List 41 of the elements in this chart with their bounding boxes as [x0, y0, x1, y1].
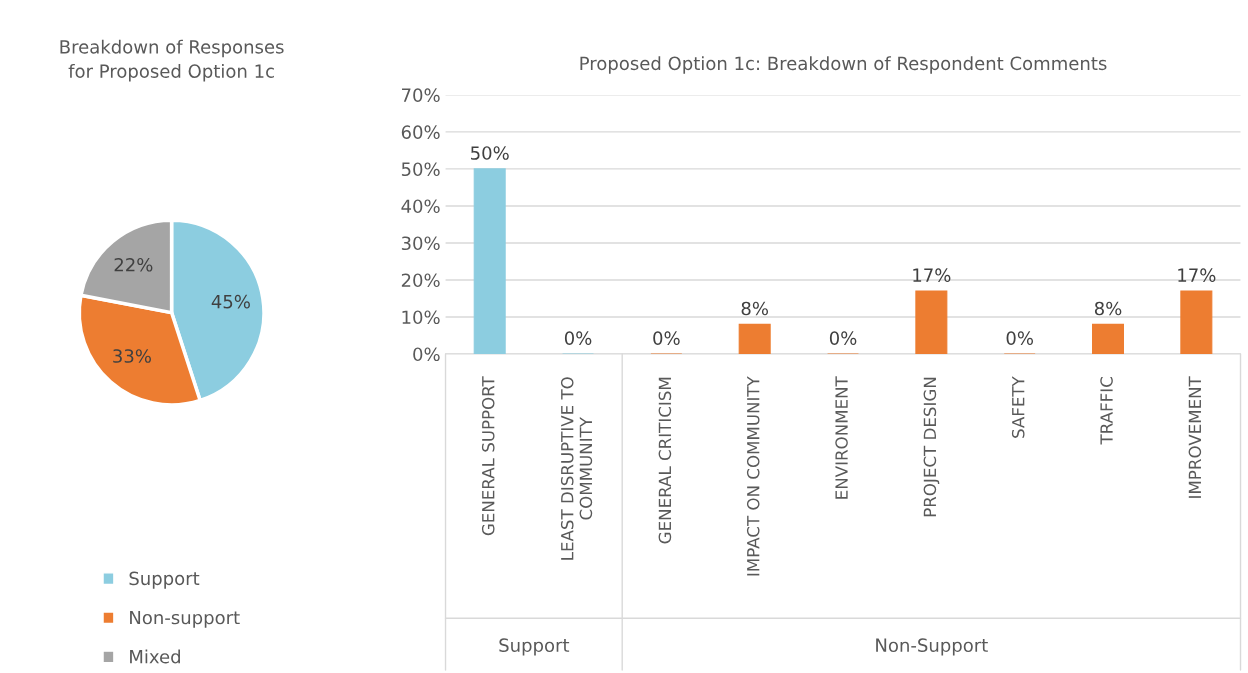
- x-tick-label: GENERAL SUPPORT: [481, 376, 495, 536]
- text: Support: [499, 638, 570, 656]
- x-tick-label: TRAFFIC: [1100, 377, 1113, 445]
- y-tick-label: 10%: [402, 310, 440, 325]
- x-tick-label: IMPACT ON COMMUNITY: [746, 376, 760, 576]
- chart-title: Proposed Option 1c: Breakdown of Respondent Comments: [580, 56, 1107, 74]
- legend-label: Mixed: [130, 649, 180, 664]
- data-label: 33%: [113, 349, 151, 363]
- data-label: 0%: [653, 331, 680, 345]
- y-tick-label: 20%: [401, 273, 440, 288]
- data-label: 0%: [1006, 331, 1034, 345]
- x-tick-label: ENVIRONMENT: [835, 376, 848, 499]
- x-tick-label: LEAST DISRUPTIVE TO COMMUNITY: [560, 377, 593, 560]
- legend-label: Non-support: [130, 610, 240, 628]
- bar: [1092, 323, 1125, 354]
- chart-title: Breakdown of Responses for Proposed Option 1c: [60, 39, 284, 82]
- data-label: 8%: [741, 301, 769, 316]
- y-tick-label: 40%: [401, 199, 440, 214]
- bar: [738, 323, 771, 354]
- bar: [473, 168, 506, 354]
- bar: [915, 290, 948, 354]
- data-label: 22%: [114, 257, 153, 272]
- data-label: 17%: [913, 268, 951, 283]
- x-tick-label: GENERAL CRITICISM: [658, 377, 672, 544]
- y-tick-label: 50%: [401, 162, 440, 177]
- data-label: 50%: [471, 146, 509, 160]
- data-label: 0%: [564, 331, 592, 345]
- text: Non-Support: [876, 638, 988, 656]
- x-tick-label: PROJECT DESIGN: [923, 377, 940, 517]
- legend-label: Support: [129, 571, 200, 589]
- y-tick-label: 30%: [401, 236, 440, 251]
- y-tick-label: 60%: [401, 125, 440, 140]
- data-label: 8%: [1094, 301, 1122, 316]
- y-tick-label: 70%: [402, 88, 440, 103]
- x-tick-label: IMPROVEMENT: [1188, 376, 1202, 498]
- data-label: 0%: [829, 331, 857, 345]
- bar: [1180, 290, 1213, 354]
- y-tick-label: 0%: [413, 347, 440, 362]
- data-label: 17%: [1178, 268, 1216, 283]
- data-label: 45%: [211, 294, 250, 309]
- x-tick-label: SAFETY: [1011, 376, 1025, 438]
